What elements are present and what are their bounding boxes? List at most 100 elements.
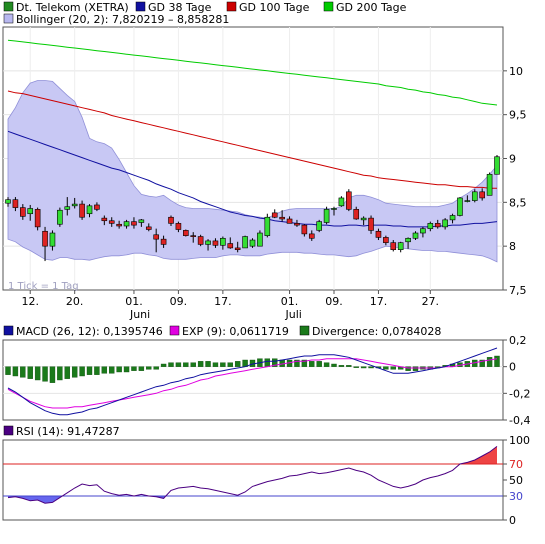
candle (212, 238, 219, 248)
price-y-axis: 10 9,5 9 8,5 8 7,5 (503, 65, 527, 297)
legend-label-gd200: GD 200 Tage (336, 1, 407, 14)
candle (294, 219, 300, 227)
divergence-bar (79, 366, 85, 377)
candle-body (234, 247, 241, 250)
legend-swatch-rsi (3, 425, 14, 436)
candle (486, 172, 493, 196)
legend-swatch-telekom (3, 1, 14, 12)
price-y-tick-label: 9 (509, 153, 516, 166)
candle-body (316, 221, 322, 231)
candle-body (353, 209, 360, 220)
gd100-line (7, 90, 497, 189)
price-x-tick-label: 17. (214, 295, 232, 308)
divergence-bar (383, 366, 389, 370)
divergence-bar (12, 366, 19, 377)
candle (49, 230, 56, 251)
legend-label-gd38: GD 38 Tage (148, 1, 212, 14)
divergence-bar (323, 362, 330, 367)
price-y-tick-label: 8,5 (509, 196, 527, 209)
candle (464, 195, 471, 203)
divergence-bar (183, 362, 189, 367)
price-x-tick-label: 09. (170, 295, 188, 308)
candle (131, 217, 137, 229)
candle (442, 218, 448, 230)
candle (145, 223, 152, 232)
divergence-bar (264, 358, 271, 367)
candle (494, 154, 500, 175)
candle (175, 221, 182, 233)
candle (479, 188, 485, 201)
candle (12, 197, 19, 212)
exp-line (7, 358, 498, 409)
candle (286, 216, 293, 224)
candle-body (197, 236, 204, 245)
rsi-y-tick-label: 100 (509, 434, 530, 447)
macd-y-tick-label: 0 (509, 361, 516, 374)
candle-body (346, 191, 352, 210)
candle (220, 236, 226, 250)
rsi-panel: 100 70 50 30 0 (2, 434, 530, 527)
legend-label-bollinger: Bollinger (20, 2): 7,820219 – 8,858281 (16, 13, 229, 26)
candle-body (190, 235, 197, 237)
candle (360, 216, 367, 226)
divergence-bar (486, 357, 493, 367)
divergence-bar (94, 366, 100, 375)
price-x-tick-label: 12. (21, 295, 39, 308)
candle (101, 215, 108, 226)
candle (42, 226, 48, 262)
candle (116, 220, 122, 229)
candle (257, 230, 263, 247)
candle-body (412, 232, 419, 239)
candle (420, 226, 426, 238)
divergence-bar (338, 365, 345, 367)
candle-body (360, 217, 367, 221)
candle-body (286, 218, 293, 224)
candle (108, 217, 115, 227)
price-month-label: Juli (285, 308, 302, 321)
candle-body (479, 191, 485, 199)
candle-body (242, 236, 248, 249)
candle-body (390, 242, 397, 250)
candle-body (383, 237, 389, 243)
candle (346, 189, 352, 212)
candle (264, 213, 271, 238)
divergence-bar (153, 366, 159, 370)
candle (205, 239, 211, 251)
candle-body (94, 204, 100, 210)
candle (427, 221, 434, 232)
candle (71, 197, 78, 209)
candle-body (49, 232, 56, 247)
candle-body (116, 223, 122, 227)
candle-body (205, 240, 211, 245)
divergence-bar (205, 361, 211, 367)
macd-y-tick-label: -0,4 (509, 414, 530, 427)
candle (234, 241, 241, 253)
divergence-bar (86, 366, 93, 375)
candle-body (257, 232, 263, 247)
candle (27, 204, 34, 221)
macd-y-axis: 0,2 0 -0,2 -0,4 (503, 334, 530, 427)
candle (471, 189, 478, 203)
candle-body (427, 223, 434, 229)
candle-body (138, 219, 145, 223)
candle-body (12, 199, 19, 208)
candle (308, 230, 315, 241)
candle (279, 210, 285, 222)
legend-swatch-gd200 (323, 1, 334, 12)
rsi-y-tick-label: 70 (509, 458, 523, 471)
divergence-bar (234, 361, 241, 367)
candle-body (64, 206, 71, 210)
divergence-bar (20, 366, 26, 378)
candle (183, 229, 189, 237)
candle-body (175, 223, 182, 230)
price-x-tick-label: 09. (325, 295, 343, 308)
price-x-tick-label: 27. (422, 295, 440, 308)
legend-label-divergence: Divergence: 0,0784028 (312, 325, 441, 338)
candle-body (323, 209, 330, 223)
legend-label-macd: MACD (26, 12): 0,1395746 (16, 325, 163, 338)
price-y-tick-label: 7,5 (509, 284, 527, 297)
price-month-label: Juni (129, 308, 150, 321)
candle-body (131, 221, 137, 226)
divergence-bar (331, 363, 337, 367)
candle-body (220, 237, 226, 246)
